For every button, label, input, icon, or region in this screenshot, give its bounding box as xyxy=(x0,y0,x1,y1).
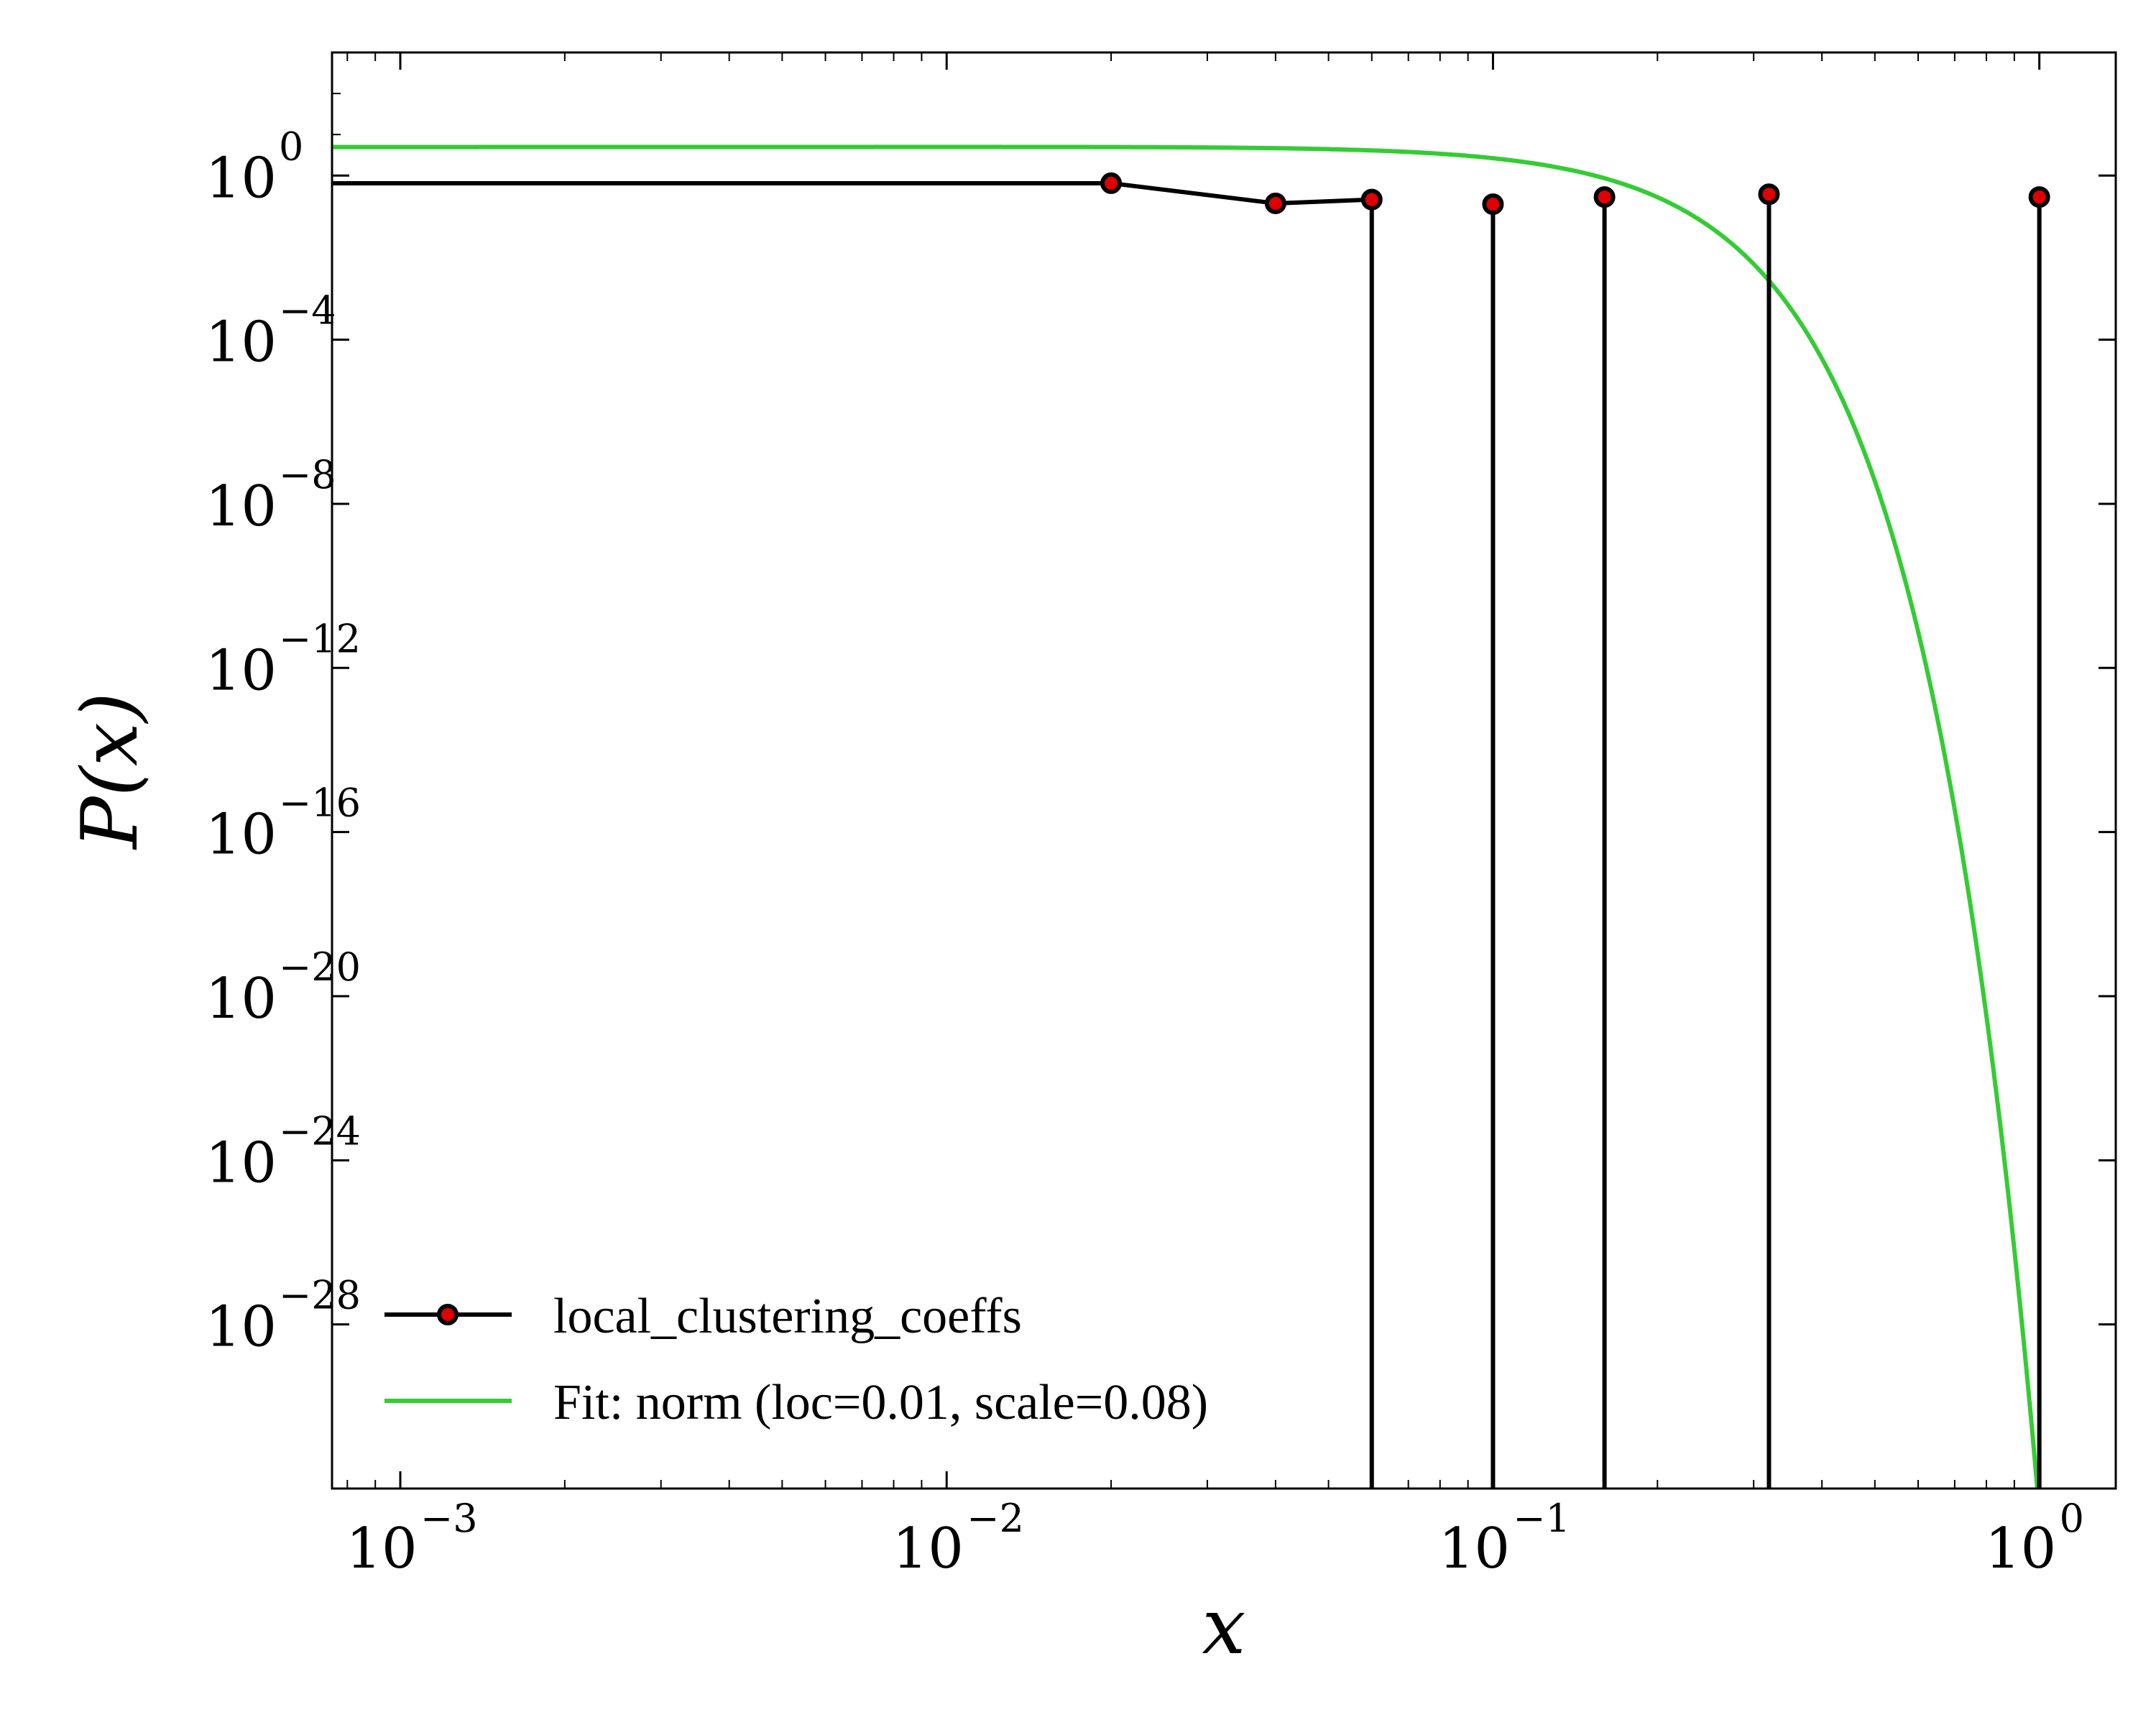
plot-frame xyxy=(331,51,2117,1490)
y-tick-exponent: −20 xyxy=(279,944,361,990)
legend-label-series-2: Fit: norm (loc=0.01, scale=0.08) xyxy=(553,1375,1208,1430)
x-tick-exponent: 0 xyxy=(2060,1496,2084,1541)
series-group xyxy=(332,144,2050,1489)
data-point xyxy=(2028,186,2050,208)
y-tick-label: 10 xyxy=(206,638,277,703)
x-tick-label: 10 xyxy=(893,1517,964,1581)
y-tick-label: 10 xyxy=(206,474,277,539)
x-tick-label: 10 xyxy=(1985,1517,2056,1581)
data-point xyxy=(1100,172,1123,194)
data-point xyxy=(1482,193,1504,216)
y-tick-exponent: −24 xyxy=(279,1108,361,1154)
legend-label-series-1: local_clustering_coeffs xyxy=(553,1289,1022,1344)
fit-curve-norm xyxy=(332,144,2040,1489)
data-point xyxy=(1593,186,1616,208)
y-tick-label: 10 xyxy=(206,803,277,868)
y-tick-label: 10 xyxy=(206,967,277,1031)
y-tick-label: 10 xyxy=(206,1131,277,1195)
y-tick-label: 10 xyxy=(206,1295,277,1360)
y-tick-exponent: −12 xyxy=(279,616,361,661)
plot-area xyxy=(332,144,2050,1489)
x-tick-exponent: −3 xyxy=(420,1496,478,1541)
x-tick-exponent: −2 xyxy=(967,1496,1024,1541)
y-tick-exponent: −28 xyxy=(279,1273,361,1318)
data-point xyxy=(1264,192,1286,214)
y-axis-label: P(x) xyxy=(65,692,155,850)
x-tick-label: 10 xyxy=(346,1517,417,1581)
y-tick-exponent: −16 xyxy=(279,781,361,826)
data-point xyxy=(1758,183,1780,206)
legend-marker-series-1 xyxy=(437,1304,459,1325)
y-tick-label: 10 xyxy=(206,146,277,211)
x-axis-label: x xyxy=(1202,1582,1246,1672)
y-tick-label: 10 xyxy=(206,310,277,375)
y-tick-exponent: −4 xyxy=(279,288,336,334)
x-tick-exponent: −1 xyxy=(1513,1496,1570,1541)
data-point xyxy=(1360,188,1383,211)
series-line-local-clustering xyxy=(332,180,1372,206)
y-tick-exponent: −8 xyxy=(279,452,336,497)
x-tick-label: 10 xyxy=(1439,1517,1510,1581)
legend: local_clustering_coeffs Fit: norm (loc=0… xyxy=(384,1289,1208,1430)
y-tick-exponent: 0 xyxy=(279,124,303,169)
